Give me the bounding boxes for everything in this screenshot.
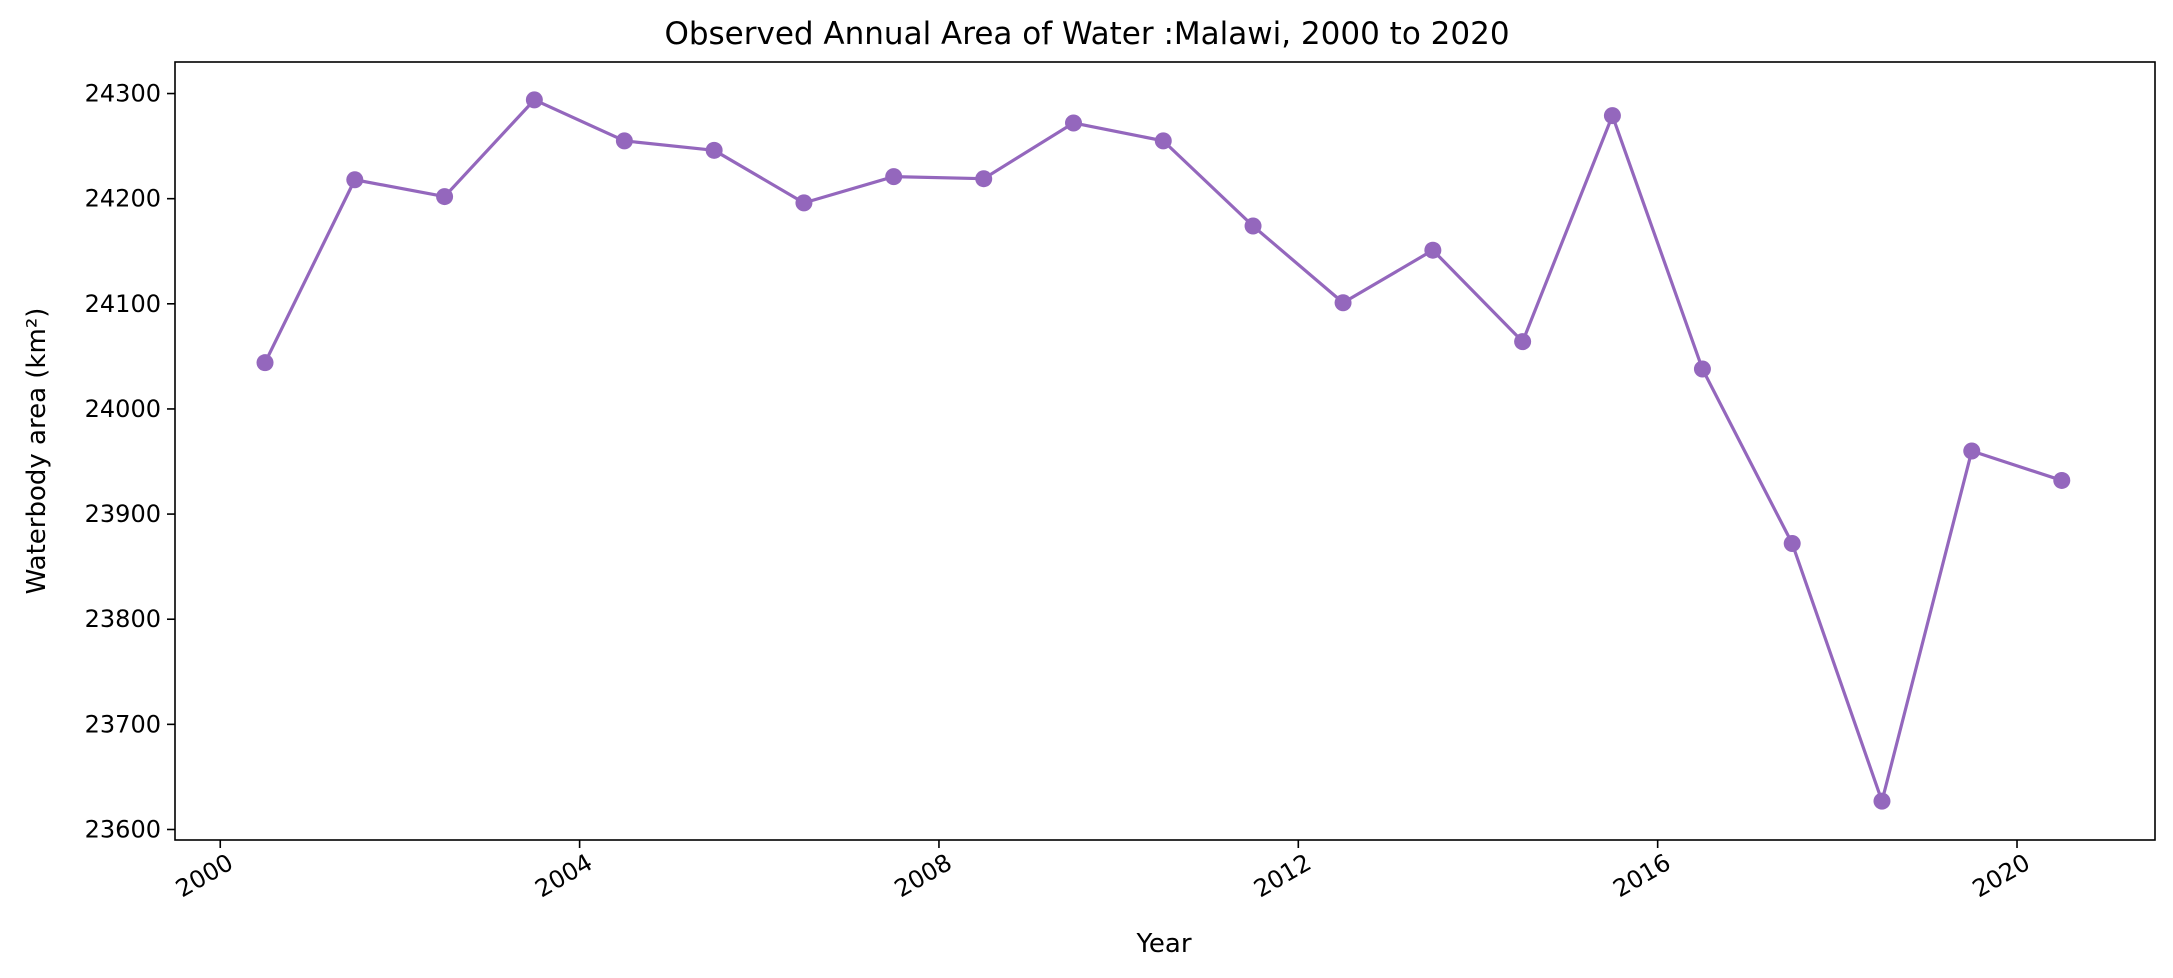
x-tick-label: 2020	[1968, 848, 2035, 903]
data-point	[1154, 132, 1172, 150]
y-tick-label: 24000	[85, 395, 161, 423]
y-tick-label: 24300	[85, 80, 161, 108]
data-point	[1963, 442, 1981, 460]
data-point	[705, 141, 723, 159]
data-point	[256, 354, 274, 372]
plot-frame	[174, 61, 2156, 841]
data-point	[1514, 333, 1532, 351]
data-point	[1065, 114, 1083, 132]
data-point	[525, 91, 543, 109]
series-line	[263, 98, 2063, 803]
data-point	[1783, 535, 1801, 553]
x-tick-label: 2016	[1608, 848, 1675, 903]
x-axis-title: Year	[1135, 929, 1191, 959]
chart-title: Observed Annual Area of Water :Malawi, 2…	[664, 16, 1509, 52]
y-tick-label: 24100	[85, 290, 161, 318]
data-point	[885, 168, 903, 186]
data-point	[2053, 471, 2071, 489]
x-tick-label: 2008	[890, 848, 957, 903]
y-tick-label: 23600	[85, 815, 161, 843]
data-point	[1603, 107, 1621, 125]
data-point	[1873, 792, 1891, 810]
data-point	[615, 132, 633, 150]
data-point	[975, 170, 993, 188]
data-point	[1334, 294, 1352, 312]
y-axis: 23600 23700 23800 23900 24000 24100 24200 24300	[85, 80, 175, 843]
data-point	[795, 194, 813, 212]
data-series	[256, 91, 2071, 810]
x-axis: 2000 2004 2008 2012 2016 2020	[171, 840, 2035, 903]
y-tick-label: 24200	[85, 185, 161, 213]
x-tick-label: 2000	[171, 848, 238, 903]
y-axis-title: Waterbody area (km²)	[22, 308, 52, 595]
data-point	[1244, 217, 1262, 235]
data-point	[1424, 241, 1442, 259]
y-tick-label: 23700	[85, 710, 161, 738]
x-tick-label: 2012	[1249, 848, 1316, 903]
y-tick-label: 23900	[85, 500, 161, 528]
data-point	[1693, 360, 1711, 378]
data-point	[436, 188, 454, 206]
y-tick-label: 23800	[85, 605, 161, 633]
x-tick-label: 2004	[530, 848, 597, 903]
data-point	[346, 171, 364, 189]
